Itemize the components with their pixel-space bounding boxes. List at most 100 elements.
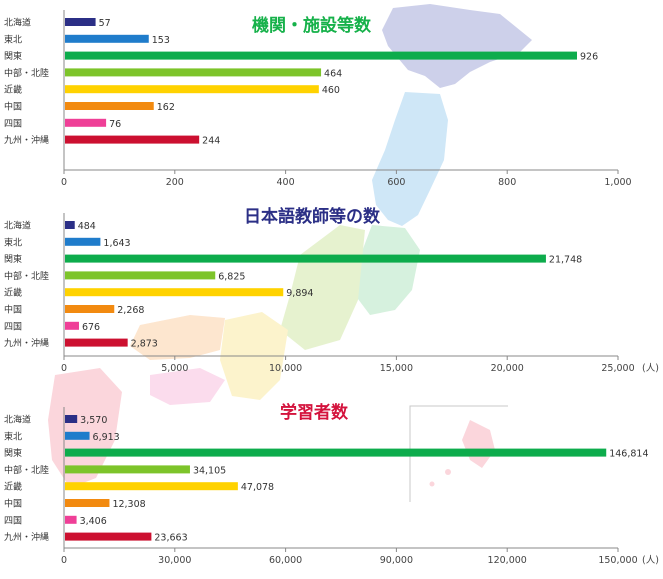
category-label: 四国: [4, 321, 22, 332]
category-label: 関東: [4, 253, 22, 265]
chart-title: 機関・施設等数: [252, 16, 371, 36]
x-axis-unit: (人): [642, 555, 659, 566]
map-region-hokkaido: [382, 4, 532, 88]
bar-value-label: 9,894: [286, 288, 313, 299]
bar-value-label: 3,570: [80, 415, 107, 426]
bar: [65, 18, 96, 26]
bar-value-label: 1,643: [103, 238, 130, 249]
bar-value-label: 3,406: [80, 516, 107, 527]
x-tick-label: 800: [498, 177, 516, 188]
bar-value-label: 21,748: [549, 255, 582, 266]
bar: [65, 465, 190, 474]
map-region-tohoku: [372, 92, 448, 226]
category-label: 東北: [4, 430, 22, 442]
chart-title: 日本語教師等の数: [244, 207, 380, 227]
x-tick-label: 20,000: [491, 363, 524, 374]
bar-value-label: 153: [152, 35, 170, 46]
bar-value-label: 6,825: [218, 271, 245, 282]
bar: [65, 482, 238, 491]
bar-value-label: 460: [322, 85, 340, 96]
category-label: 北海道: [4, 220, 31, 232]
category-label: 四国: [4, 118, 22, 129]
bar-chart-learners: 0 30,000 60,000 90,000 120,000 150,000 (人) 北海道 3…: [4, 407, 659, 566]
category-label: 九州・沖縄: [4, 531, 49, 543]
category-label: 近畿: [4, 287, 22, 299]
x-tick-label: 150,000: [598, 555, 637, 566]
category-label: 北海道: [4, 414, 31, 426]
category-label: 関東: [4, 447, 22, 459]
bar-value-label: 2,873: [131, 339, 158, 350]
x-tick-label: 200: [166, 177, 184, 188]
bar: [65, 237, 101, 246]
category-label: 東北: [4, 33, 22, 45]
x-tick-label: 400: [277, 177, 295, 188]
map-region-chugoku: [130, 315, 225, 360]
bar: [65, 135, 200, 144]
bar-value-label: 57: [99, 18, 111, 29]
bar-chart-facilities: 0 200 400 600 800 1,000 北海道 57 東北 153 関東 926 中部・北陸 46…: [4, 10, 632, 188]
bar: [65, 431, 90, 440]
bar-value-label: 926: [580, 52, 598, 63]
x-tick-label: 0: [61, 363, 67, 374]
category-label: 東北: [4, 236, 22, 248]
map-region-kyushu: [48, 368, 122, 488]
category-label: 中国: [4, 304, 22, 316]
bar-value-label: 47,078: [241, 482, 274, 493]
bar: [65, 515, 77, 524]
bar: [65, 254, 546, 263]
bar: [65, 271, 216, 280]
bar: [65, 499, 110, 507]
x-tick-label: 0: [61, 177, 67, 188]
chart-title: 学習者数: [280, 403, 348, 423]
bar-value-label: 6,913: [93, 432, 120, 443]
bar-value-label: 2,268: [117, 305, 144, 316]
bar: [65, 321, 79, 330]
bar-value-label: 34,105: [193, 465, 226, 476]
x-tick-label: 90,000: [380, 555, 413, 566]
chart-panel-learners: 学習者数 0 30,000 60,000 90,000 120,000 150,000 (人…: [0, 380, 663, 579]
category-label: 九州・沖縄: [4, 337, 49, 349]
bar: [65, 288, 284, 297]
category-label: 中国: [4, 101, 22, 113]
bar: [65, 221, 75, 229]
bar: [65, 34, 149, 43]
bar-value-label: 464: [324, 68, 342, 79]
x-tick-label: 1,000: [604, 177, 631, 188]
bar: [65, 118, 107, 127]
category-label: 九州・沖縄: [4, 134, 49, 146]
x-tick-label: 5,000: [161, 363, 188, 374]
chart-panel-teachers: 日本語教師等の数 0 5,000 10,000 15,000 20,000 25,000 (…: [0, 190, 663, 380]
x-tick-label: 60,000: [269, 555, 302, 566]
x-tick-label: 25,000: [601, 363, 634, 374]
map-inset-frame: [409, 405, 508, 502]
bar: [65, 532, 152, 541]
category-label: 中国: [4, 498, 22, 510]
x-tick-label: 120,000: [488, 555, 527, 566]
bar: [65, 51, 578, 60]
bar: [65, 102, 154, 110]
bar-value-label: 146,814: [609, 449, 648, 460]
x-tick-label: 10,000: [269, 363, 302, 374]
bar: [65, 305, 115, 313]
bar-value-label: 23,663: [154, 533, 187, 544]
bar-value-label: 676: [82, 322, 100, 333]
category-label: 関東: [4, 50, 22, 62]
bar-value-label: 244: [202, 136, 220, 147]
category-label: 四国: [4, 515, 22, 526]
category-label: 近畿: [4, 481, 22, 493]
bar: [65, 338, 128, 347]
x-tick-label: 600: [387, 177, 405, 188]
bar-value-label: 484: [78, 221, 96, 232]
x-tick-label: 15,000: [380, 363, 413, 374]
bar: [65, 415, 78, 423]
bar-value-label: 162: [157, 102, 175, 113]
category-label: 中部・北陸: [4, 464, 49, 476]
category-label: 中部・北陸: [4, 67, 49, 79]
bar: [65, 85, 319, 94]
category-label: 北海道: [4, 17, 31, 29]
category-label: 近畿: [4, 84, 22, 96]
chart-panel-facilities: 機関・施設等数 0 200 400 600 800 1,000 北海道 57 東北 153 関東 92…: [0, 0, 663, 190]
x-tick-label: 0: [61, 555, 67, 566]
map-region-kanto: [355, 225, 420, 315]
x-axis-unit: (人): [642, 363, 659, 374]
